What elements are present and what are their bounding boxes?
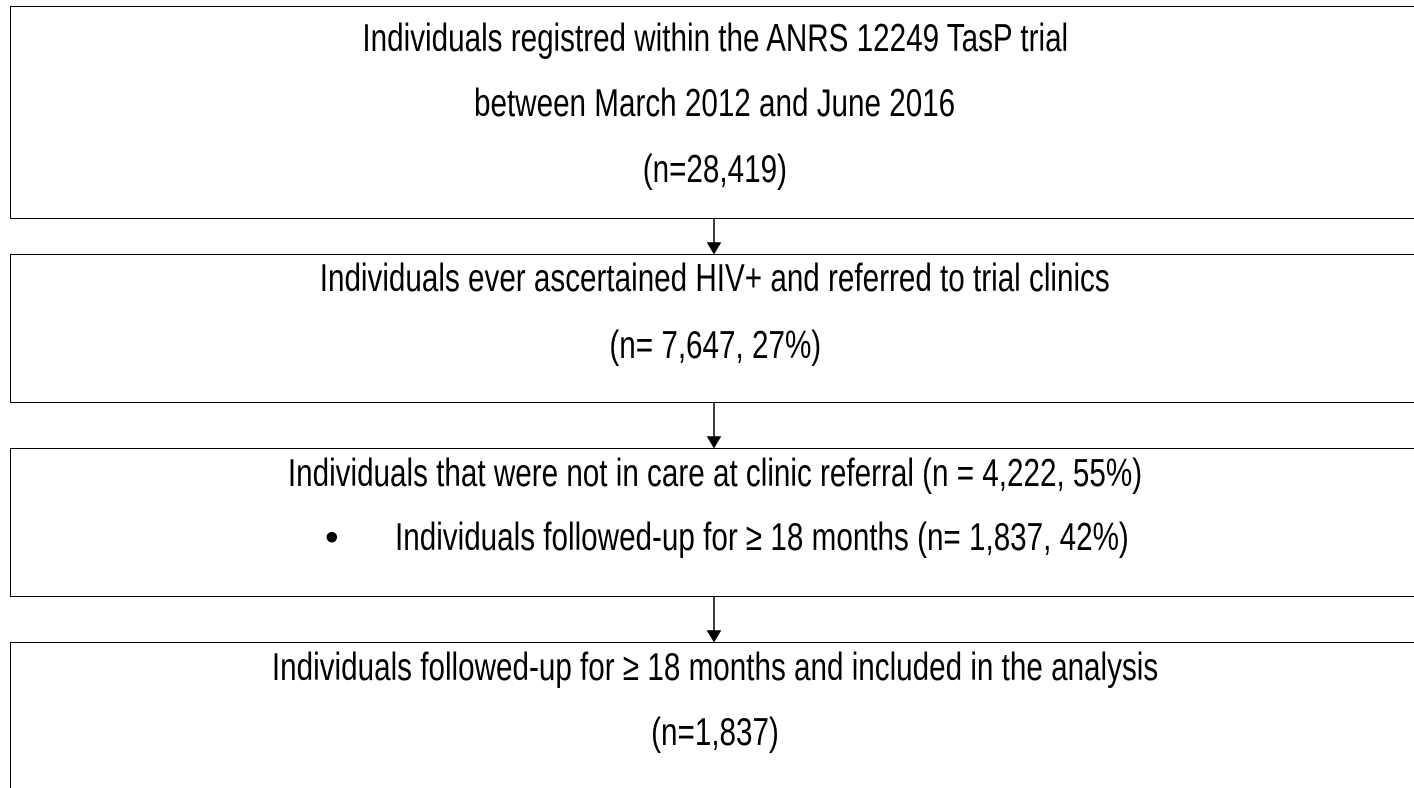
node-text: (n= 7,647, 27%) (11, 326, 1414, 366)
text: (n= 7,647, 27%) (609, 324, 821, 367)
node-text: Individuals followed-up for ≥ 18 months … (11, 648, 1414, 688)
text: Individuals registred within the ANRS 12… (362, 17, 1068, 60)
node-box: Individuals followed-up for ≥ 18 months … (10, 642, 1414, 788)
bullet: • (325, 516, 339, 559)
text: between March 2012 and June 2016 (474, 82, 956, 125)
node-box: Individuals that were not in care at cli… (10, 448, 1414, 597)
node-text: Individuals that were not in care at cli… (11, 454, 1414, 494)
node-box: Individuals ever ascertained HIV+ and re… (10, 254, 1414, 403)
node-text: (n=28,419) (11, 150, 1414, 190)
text: Individuals followed-up for ≥ 18 months … (395, 516, 1129, 559)
node-text: (n=1,837) (11, 713, 1414, 753)
node-text: Individuals registred within the ANRS 12… (11, 19, 1414, 59)
arrow-head (706, 242, 722, 255)
arrow-head (706, 630, 722, 643)
text: (n=28,419) (642, 148, 788, 191)
text: Individuals that were not in care at cli… (287, 452, 1143, 495)
text: Individuals followed-up for ≥ 18 months … (271, 646, 1159, 689)
node-text: Individuals ever ascertained HIV+ and re… (11, 259, 1414, 299)
text: Individuals ever ascertained HIV+ and re… (320, 257, 1110, 300)
arrow-head (706, 436, 722, 449)
node-text: between March 2012 and June 2016 (11, 84, 1414, 124)
node-box: Individuals registred within the ANRS 12… (10, 6, 1414, 219)
text: (n=1,837) (651, 711, 779, 754)
